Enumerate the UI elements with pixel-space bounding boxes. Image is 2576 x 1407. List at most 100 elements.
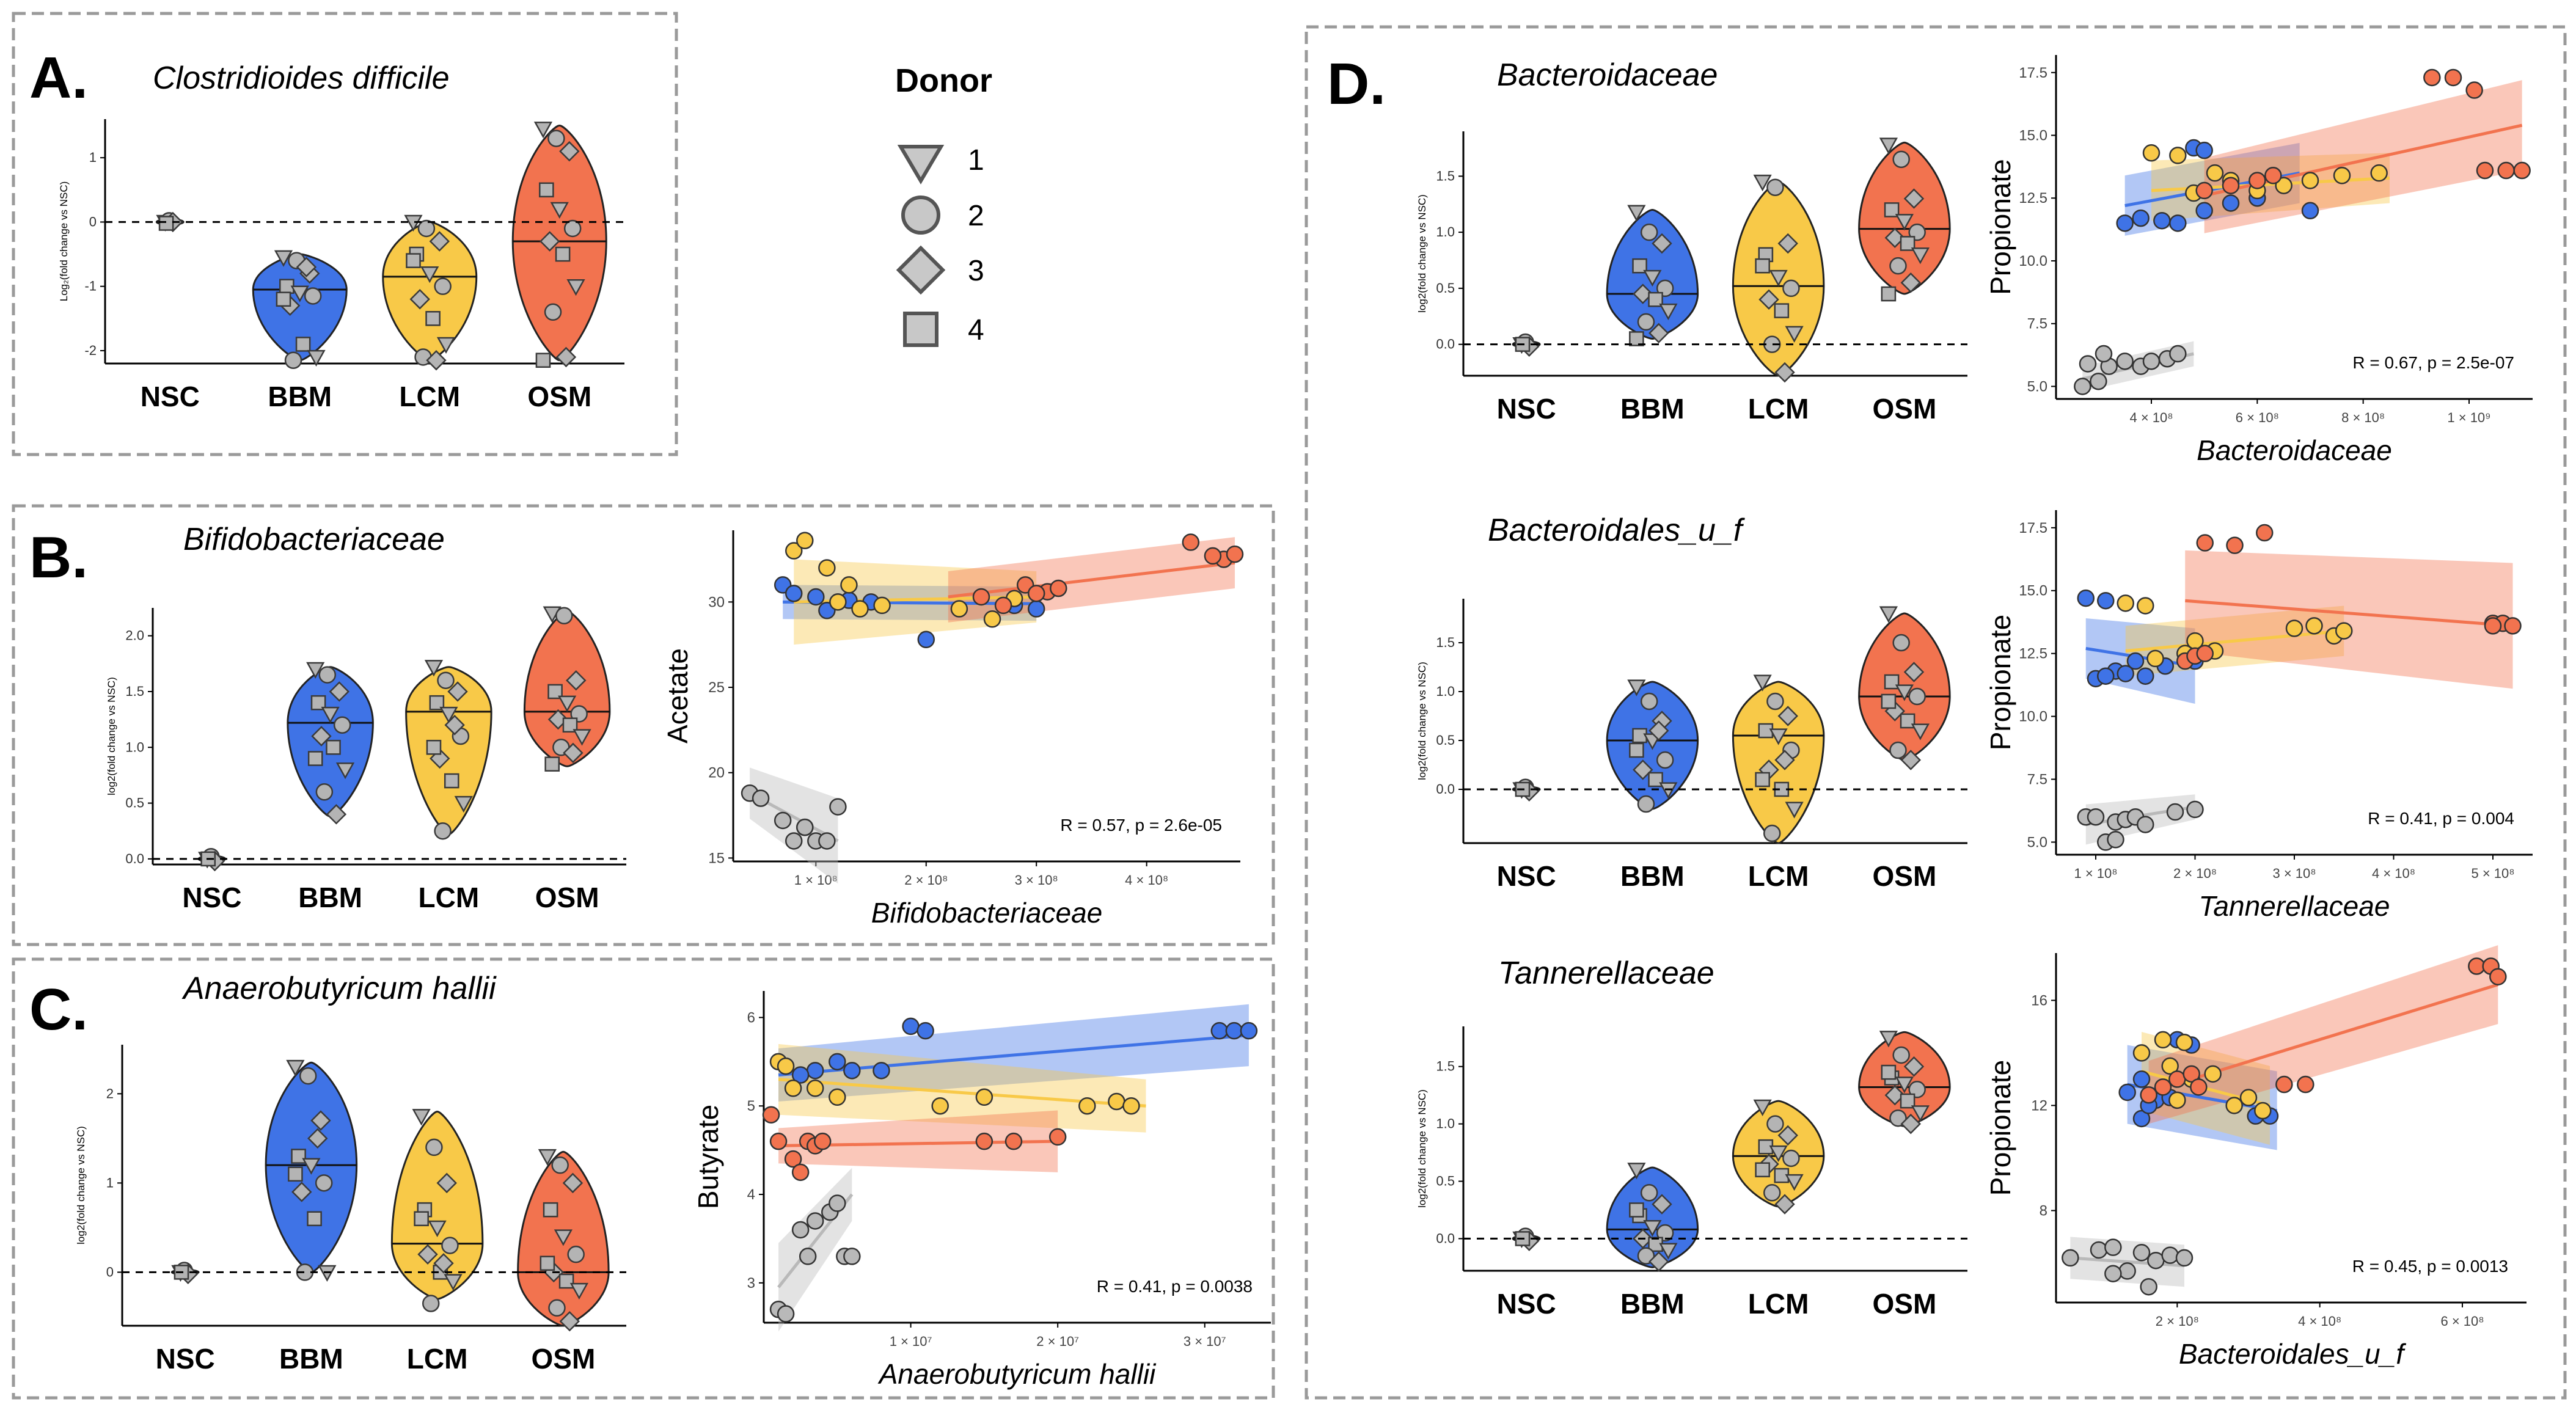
correlation-stat-label: R = 0.67, p = 2.5e-07 <box>2352 353 2514 372</box>
scatter-y-tick-label: 5.0 <box>2027 834 2047 850</box>
scatter-y-tick-label: 15 <box>708 850 725 866</box>
violin-data-point <box>1900 750 1921 770</box>
violin-data-point <box>441 1237 459 1254</box>
scatter-point-lcm <box>2285 619 2303 637</box>
violin-data-point <box>1895 214 1914 231</box>
violin-data-point <box>425 1138 443 1157</box>
violin-chart-bacteroidaceae: D. Bacteroidaceae 0.0 0.5 1.0 1.5 log2(fold ch… <box>1327 51 1967 425</box>
violin-data-point <box>409 289 430 310</box>
violin-data-point <box>559 141 580 162</box>
scatter-point-lcm <box>2333 167 2351 185</box>
violin-data-point <box>1627 1163 1646 1180</box>
scatter-x-tick-label: 2 × 10⁷ <box>1036 1334 1079 1349</box>
scatter-point-osm <box>791 1163 810 1182</box>
violin-y-axis-label: Log₂(fold change vs NSC) <box>58 181 70 302</box>
scatter-point-osm <box>2195 181 2213 200</box>
violin-data-point <box>1753 174 1772 192</box>
scatter-point-osm <box>2297 1075 2314 1094</box>
violin-data-point <box>444 773 459 789</box>
scatter-point-osm <box>2190 1078 2208 1096</box>
scatter-y-tick-label: 20 <box>708 765 725 781</box>
scatter-point-bbm <box>2132 1070 2151 1088</box>
violin-category-label: BBM <box>298 882 362 913</box>
scatter-point-osm <box>2264 167 2282 185</box>
scatter-x-tick-label: 1 × 10⁸ <box>794 872 838 888</box>
scatter-point-bbm <box>2153 211 2171 230</box>
violin-data-point <box>1884 227 1906 249</box>
violin-data-point <box>567 1245 585 1263</box>
violin-data-point <box>1652 1194 1672 1215</box>
scatter-y-tick-label: 12.5 <box>2019 646 2047 662</box>
violin-data-point <box>1881 693 1897 709</box>
scatter-point-nsc <box>2090 372 2107 390</box>
violin-data-point <box>424 660 444 677</box>
scatter-point-nsc <box>843 1248 861 1265</box>
violin-data-point <box>406 253 421 268</box>
regression-line-nsc <box>2070 1256 2185 1268</box>
violin-data-point <box>1755 1162 1770 1178</box>
scatter-point-osm <box>2275 1075 2293 1094</box>
violin-category-label: NSC <box>1497 860 1556 892</box>
violin-category-label: LCM <box>399 381 460 412</box>
violin-data-point <box>439 706 458 724</box>
violin-data-point <box>274 250 293 267</box>
scatter-point-lcm <box>2206 164 2224 182</box>
violin-data-point <box>444 715 465 736</box>
violin-data-point <box>1769 269 1788 287</box>
scatter-point-bbm <box>2301 202 2319 220</box>
violin-data-point <box>1659 1243 1678 1260</box>
scatter-y-tick-label: 7.5 <box>2027 771 2047 788</box>
violin-data-point <box>426 350 447 371</box>
violin-data-point <box>1766 1115 1784 1133</box>
scatter-point-osm <box>2513 161 2531 180</box>
scatter-point-bbm <box>2116 214 2134 232</box>
scatter-point-nsc <box>2169 345 2187 363</box>
violin-data-point <box>307 349 326 367</box>
violin-data-point <box>326 804 347 825</box>
violin-data-point <box>333 716 351 734</box>
scatter-point-osm <box>769 1132 788 1150</box>
scatter-point-lcm <box>2239 1089 2258 1106</box>
violin-y-tick-label: 1 <box>89 150 97 165</box>
scatter-x-tick-label: 4 × 10⁸ <box>2372 866 2415 881</box>
violin-y-tick-label: 1.5 <box>125 684 144 699</box>
violin-data-point <box>1755 258 1770 274</box>
violin-data-point <box>428 1220 447 1237</box>
scatter-point-lcm <box>2305 617 2323 635</box>
scatter-point-nsc <box>791 1221 810 1239</box>
violin-data-point <box>1900 272 1921 293</box>
scatter-point-osm <box>2256 524 2274 542</box>
violin-data-point <box>543 1202 558 1218</box>
scatter-point-osm <box>1204 547 1222 565</box>
scatter-point-nsc <box>2074 378 2091 395</box>
scatter-chart-propionate-bacteroidaceae: 5.0 7.5 10.0 12.5 15.0 17.5 4 × 10⁸ 6 × 10⁸ 8 × … <box>1985 55 2533 466</box>
scatter-point-osm <box>2497 161 2515 180</box>
violin-category-label: BBM <box>1620 393 1685 425</box>
scatter-point-bbm <box>902 1017 920 1036</box>
scatter-point-nsc <box>2186 800 2204 819</box>
violin-data-point <box>1785 802 1804 819</box>
violin-data-point <box>311 726 332 747</box>
scatter-point-bbm <box>2169 214 2187 232</box>
violin-data-point <box>295 337 311 352</box>
scatter-point-lcm <box>1078 1097 1096 1115</box>
scatter-point-lcm <box>796 532 814 550</box>
legend-circle-icon <box>901 196 940 235</box>
violin-data-point <box>417 219 436 238</box>
violin-shape-osm <box>523 610 611 767</box>
violin-chart-bifidobacteriaceae: B. Bifidobacteriaceae 0.0 0.5 1.0 1.5 2.0 log2(… <box>29 522 626 913</box>
scatter-point-nsc <box>2104 1265 2122 1282</box>
scatter-x-tick-label: 4 × 10⁸ <box>1125 872 1168 888</box>
violin-data-point <box>547 130 565 147</box>
violin-data-point <box>535 353 551 368</box>
violin-data-point <box>573 729 591 746</box>
correlation-stat-label: R = 0.41, p = 0.0038 <box>1097 1277 1253 1296</box>
violin-category-label: NSC <box>141 381 200 412</box>
scatter-point-bbm <box>1240 1021 1258 1040</box>
violin-y-tick-label: 0 <box>89 214 97 229</box>
violin-data-point <box>569 1282 588 1300</box>
scatter-point-lcm <box>829 1088 846 1106</box>
scatter-point-bbm <box>829 1053 846 1071</box>
scatter-point-osm <box>2465 81 2483 99</box>
violin-category-label: BBM <box>1620 860 1685 892</box>
